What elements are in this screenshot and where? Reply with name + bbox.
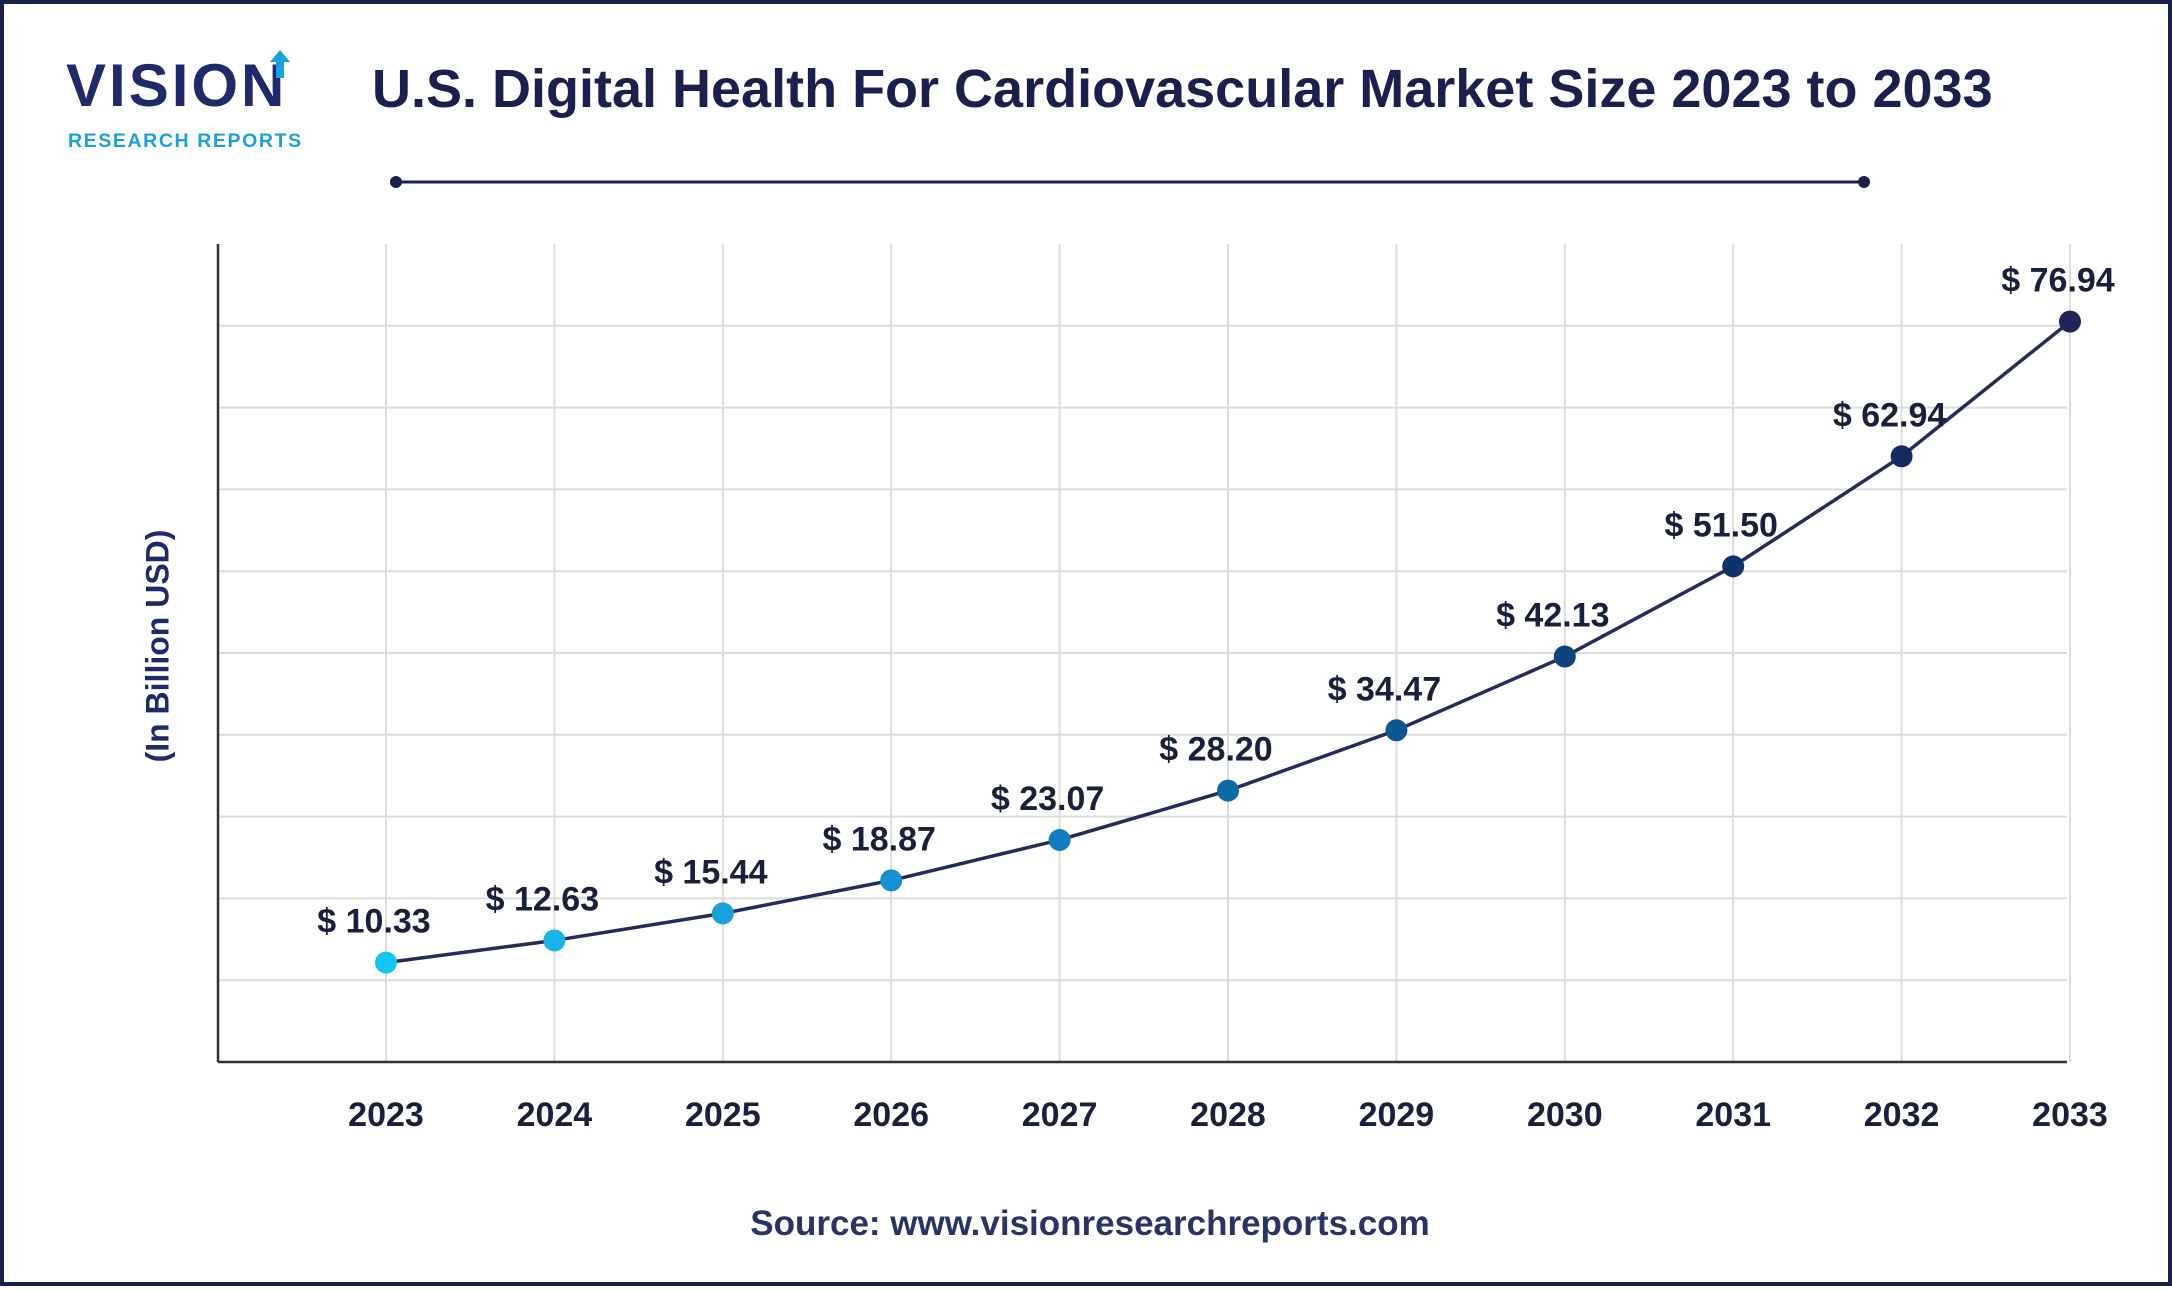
- source-note: Source: www.visionresearchreports.com: [750, 1204, 1430, 1243]
- chart-title: U.S. Digital Health For Cardiovascular M…: [372, 59, 1993, 119]
- brand-tagline: RESEARCH REPORTS: [68, 130, 303, 152]
- data-label: $ 42.13: [1496, 597, 1609, 635]
- data-point-marker: [1217, 779, 1239, 802]
- data-point-marker: [543, 929, 566, 952]
- data-label: $ 18.87: [822, 820, 935, 858]
- x-tick-label: 2027: [1022, 1096, 1098, 1134]
- x-tick-label: 2026: [853, 1096, 929, 1134]
- data-point-marker: [375, 951, 397, 974]
- data-label: $ 23.07: [991, 780, 1104, 818]
- x-tick-label: 2024: [517, 1096, 593, 1134]
- data-label: $ 51.50: [1664, 506, 1777, 544]
- data-point-marker: [1890, 445, 1913, 468]
- x-tick-label: 2025: [685, 1096, 761, 1134]
- x-tick-label: 2023: [348, 1096, 424, 1134]
- brand-name: VISION: [66, 52, 288, 119]
- data-label: $ 76.94: [2001, 262, 2115, 300]
- x-tick-label: 2032: [1864, 1096, 1940, 1134]
- data-point-marker: [1048, 828, 1071, 851]
- data-label: $ 62.94: [1833, 396, 1947, 434]
- data-point-marker: [2059, 310, 2081, 333]
- arrow-up-icon: [270, 50, 290, 78]
- data-label: $ 28.20: [1159, 731, 1272, 769]
- x-tick-label: 2031: [1695, 1096, 1771, 1134]
- x-tick-label: 2030: [1527, 1096, 1603, 1134]
- title-divider: [390, 176, 1870, 188]
- x-tick-label: 2033: [2032, 1096, 2108, 1134]
- data-point-marker: [1385, 719, 1408, 742]
- brand-logo: VISION RESEARCH REPORTS: [66, 50, 316, 166]
- data-label: $ 12.63: [486, 880, 599, 918]
- data-point-marker: [1722, 555, 1745, 578]
- x-tick-label: 2029: [1359, 1096, 1435, 1134]
- data-point-marker: [711, 902, 734, 925]
- data-label: $ 34.47: [1328, 670, 1441, 708]
- data-point-marker: [1553, 645, 1576, 668]
- x-tick-label: 2028: [1190, 1096, 1266, 1134]
- data-point-marker: [880, 869, 903, 892]
- data-label: $ 15.44: [654, 853, 768, 891]
- data-label: $ 10.33: [317, 903, 430, 941]
- line-chart: $ 10.33 $ 12.63 $ 15.44 $ 18.87 $ 23.07 $ 28.…: [216, 244, 2115, 1134]
